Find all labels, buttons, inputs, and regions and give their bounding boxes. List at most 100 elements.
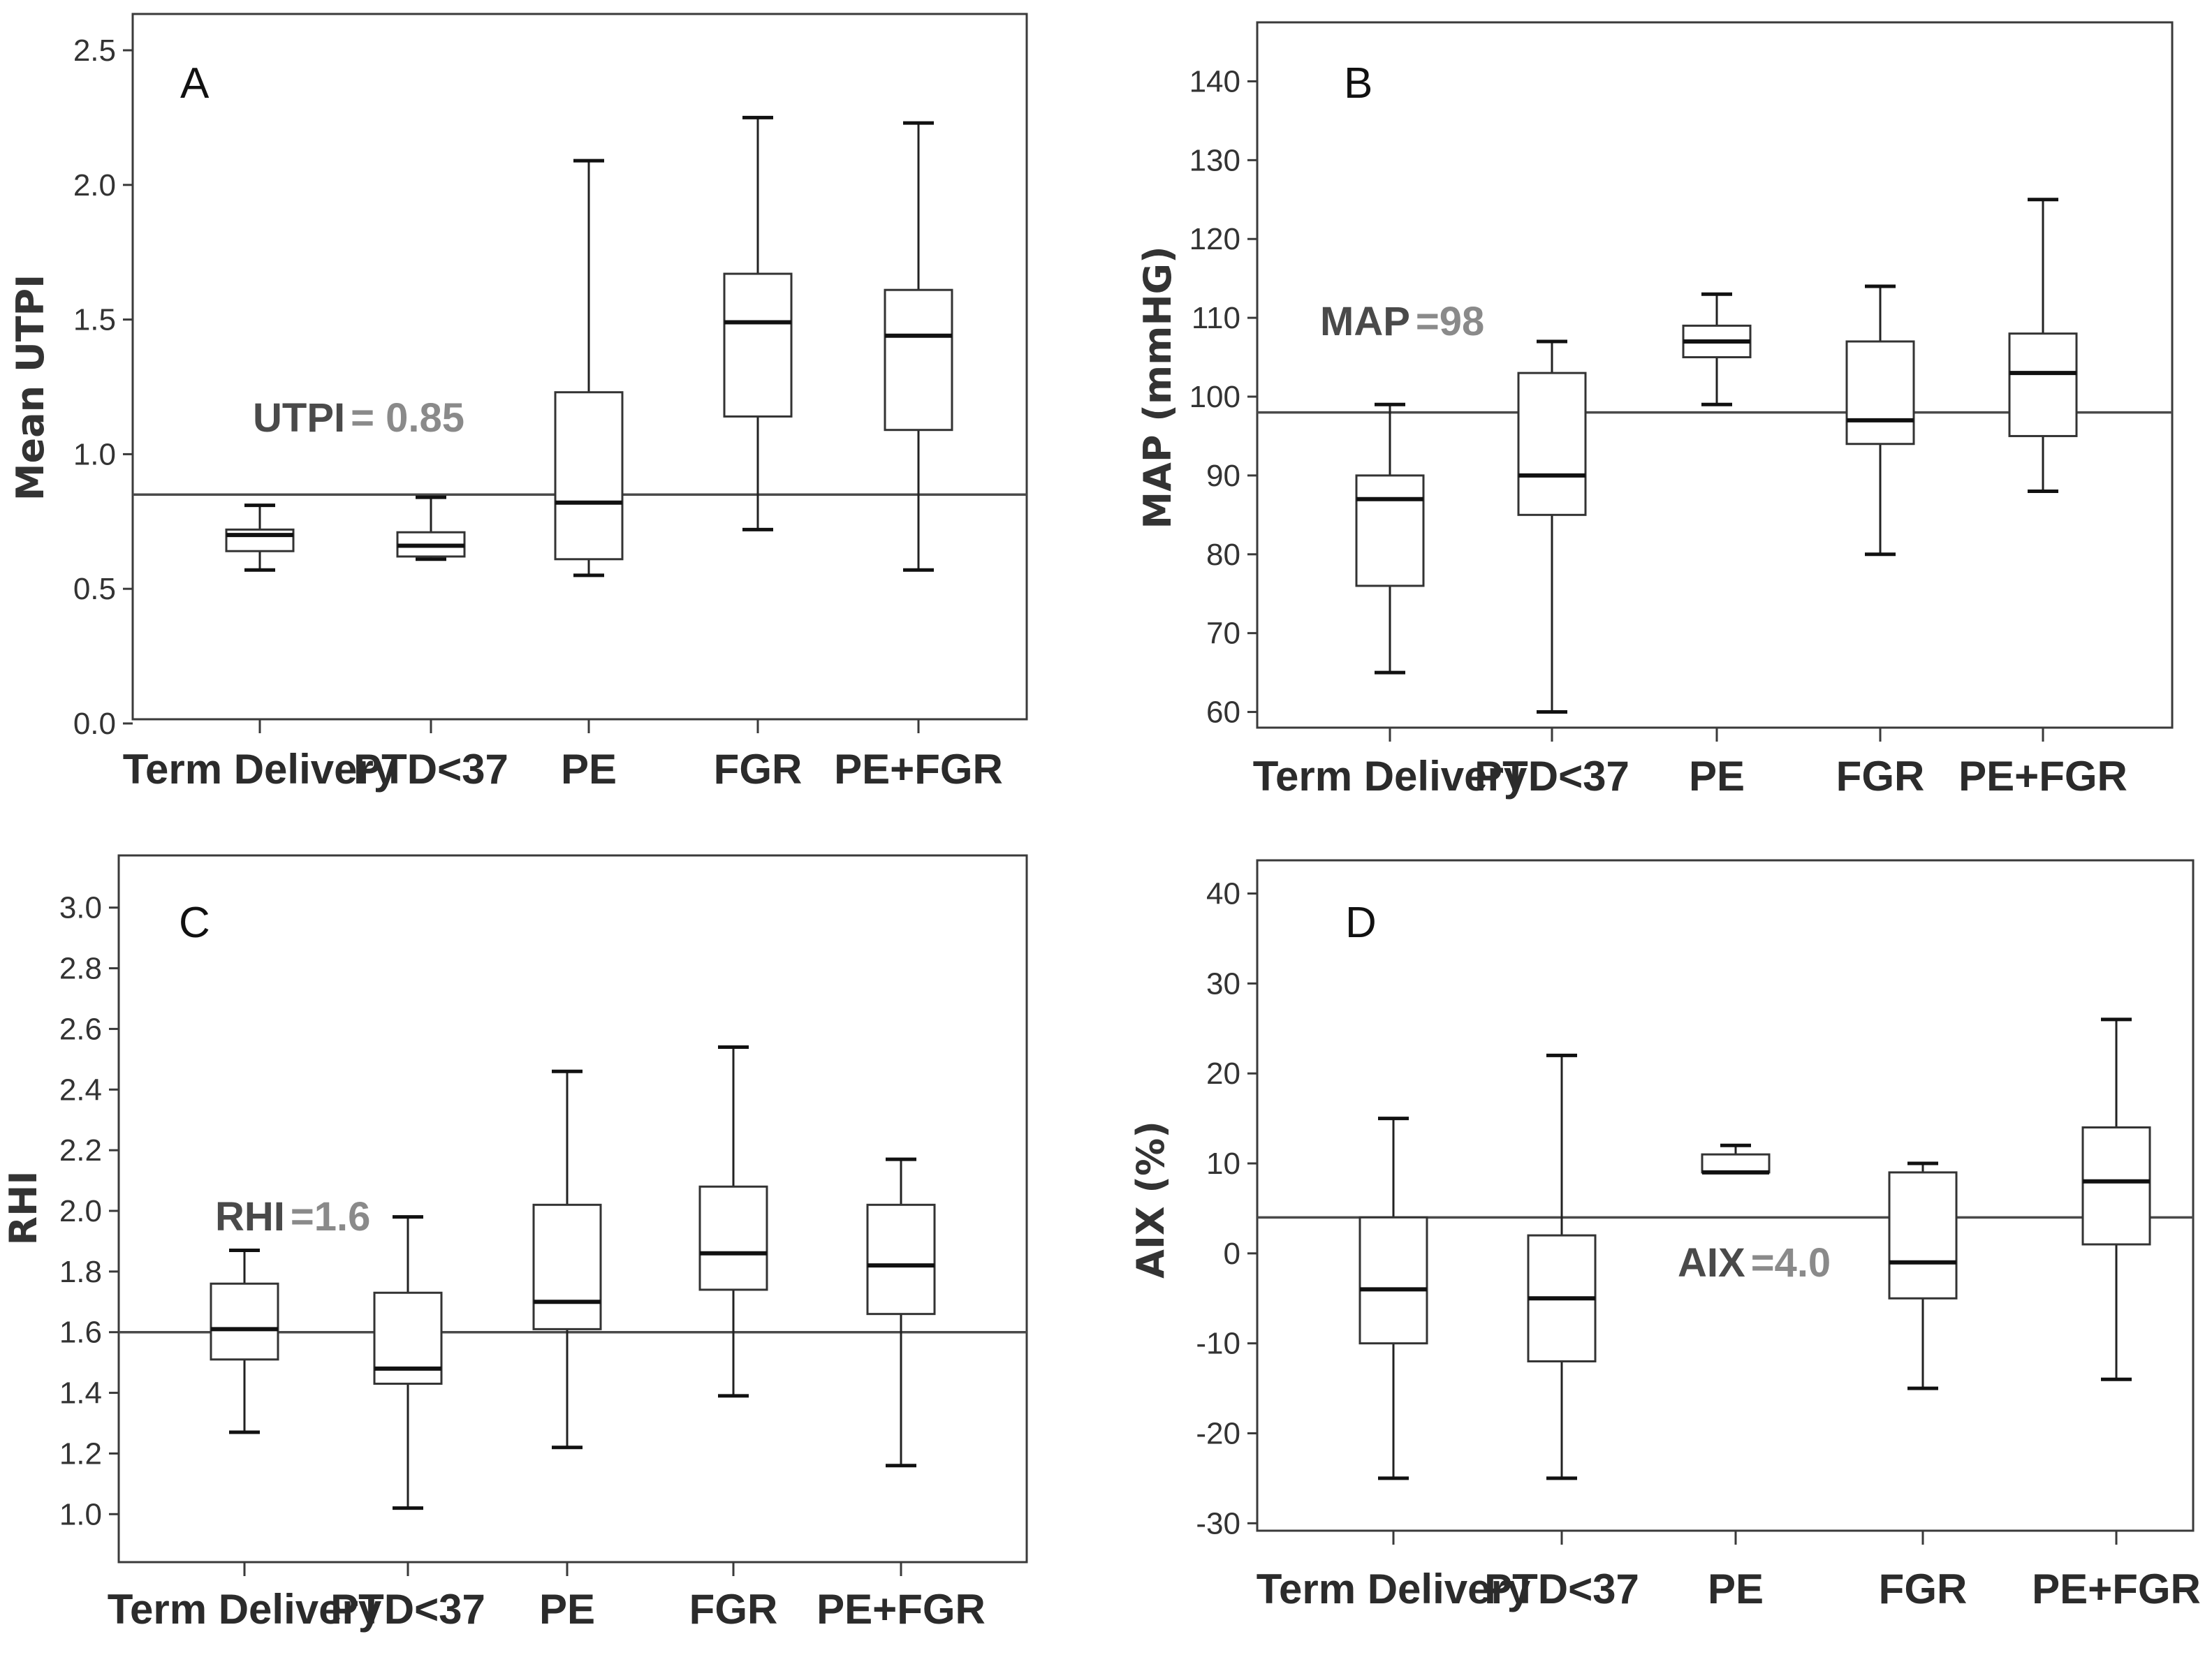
y-tick-label: -30 (1196, 1506, 1240, 1540)
y-tick-label: 140 (1189, 64, 1240, 98)
y-tick-label: 10 (1206, 1147, 1240, 1181)
box-term-delivery (1355, 402, 1425, 675)
y-axis-title: Mean UTPI (8, 274, 52, 501)
iqr-box (554, 391, 624, 561)
iqr-box (532, 1203, 602, 1330)
y-tick-label: 90 (1206, 459, 1240, 493)
category-label: PE+FGR (816, 1586, 986, 1633)
reference-annotation: AIX =4.0 (1678, 1240, 1831, 1286)
category-label: PE (539, 1586, 595, 1633)
iqr-box (866, 1203, 936, 1316)
panel-c: 1.0 1.2 1.4 1.6 1.8 2.0 2.2 2.4 2.6 2.8 3.0 Term De… (1, 854, 1028, 1633)
reference-label: MAP (1320, 299, 1410, 344)
y-tick-label: 70 (1206, 617, 1240, 651)
box-fgr (1845, 284, 1915, 557)
y-tick-label: 40 (1206, 877, 1240, 911)
reference-annotation: RHI =1.6 (215, 1194, 370, 1240)
iqr-box (723, 272, 793, 418)
box-fgr (723, 115, 793, 531)
y-tick-label: 3.0 (59, 891, 102, 925)
y-tick-label: 0 (1224, 1237, 1240, 1271)
category-label: Term Delivery (1253, 753, 1528, 800)
category-label: FGR (1836, 753, 1925, 800)
y-tick-label: 2.0 (73, 168, 116, 203)
y-tick-label: 0.5 (73, 572, 116, 606)
box-pe (532, 1069, 602, 1450)
y-tick-label: 120 (1189, 222, 1240, 256)
category-label: PE (1708, 1566, 1764, 1612)
y-tick-label: 1.2 (59, 1436, 102, 1471)
y-tick-label: 100 (1189, 380, 1240, 414)
iqr-box (2008, 332, 2078, 437)
reference-annotation: MAP =98 (1320, 299, 1484, 344)
reference-value: =4.0 (1751, 1240, 1831, 1286)
y-axis-title: RHI (1, 1171, 45, 1246)
plot-frame (1256, 859, 2195, 1532)
y-tick-label: 2.5 (73, 34, 116, 68)
iqr-box (210, 1282, 279, 1361)
reference-value: = 0.85 (351, 395, 464, 441)
y-axis-title: MAP (mmHG) (1136, 246, 1180, 529)
panel-letter: C (179, 899, 210, 947)
y-tick-label: 1.5 (73, 303, 116, 337)
box-ptd-37 (373, 1215, 443, 1510)
y-tick-label: 2.2 (59, 1133, 102, 1168)
y-tick-label: 1.6 (59, 1316, 102, 1350)
box-term-delivery (1358, 1117, 1428, 1480)
y-axis-title: AIX (%) (1129, 1121, 1173, 1279)
y-tick-label: 0.0 (73, 707, 116, 741)
box-ptd-37 (1517, 339, 1587, 714)
iqr-box (1358, 1216, 1428, 1345)
y-tick-label: -20 (1196, 1417, 1240, 1451)
category-label: FGR (714, 746, 803, 793)
category-label: Term Delivery (108, 1586, 382, 1633)
y-tick-label: 2.8 (59, 952, 102, 986)
plot-frame (117, 854, 1028, 1564)
box-term-delivery (225, 503, 295, 572)
reference-value: =98 (1416, 299, 1484, 344)
y-tick-label: 20 (1206, 1057, 1240, 1091)
category-label: PTD<37 (1484, 1566, 1639, 1612)
y-tick-label: 30 (1206, 966, 1240, 1001)
box-fgr (698, 1045, 768, 1398)
reference-label: RHI (215, 1194, 285, 1240)
iqr-box (698, 1185, 768, 1291)
box-pe-fgr (2008, 198, 2078, 493)
box-pe (554, 159, 624, 578)
y-tick-label: 80 (1206, 538, 1240, 572)
box-pe (1682, 292, 1752, 406)
y-tick-label: 1.0 (73, 437, 116, 471)
reference-label: AIX (1678, 1240, 1745, 1286)
box-pe-fgr (866, 1157, 936, 1468)
y-tick-label: -10 (1196, 1327, 1240, 1361)
reference-label: UTPI (253, 395, 345, 441)
category-label: FGR (1879, 1566, 1968, 1612)
panel-letter: B (1344, 59, 1372, 108)
box-pe (1701, 1143, 1771, 1175)
category-label: PTD<37 (1474, 753, 1629, 800)
iqr-box (1845, 340, 1915, 446)
category-label: Term Delivery (123, 746, 397, 793)
box-ptd-37 (396, 495, 466, 561)
category-label: PTD<37 (330, 1586, 485, 1633)
plot-frame (131, 13, 1028, 721)
iqr-box (1888, 1171, 1958, 1300)
y-tick-label: 1.4 (59, 1376, 102, 1411)
box-term-delivery (210, 1248, 279, 1434)
y-tick-label: 2.0 (59, 1194, 102, 1228)
panel-b: 60 70 80 90 100 110 120 130 140 Term DeliveryPTD<… (1136, 21, 2174, 800)
box-pe-fgr (884, 121, 953, 572)
panel-letter: A (180, 59, 210, 108)
y-tick-label: 130 (1189, 143, 1240, 177)
reference-annotation: UTPI = 0.85 (253, 395, 464, 441)
category-label: FGR (689, 1586, 778, 1633)
iqr-box (1355, 474, 1425, 587)
category-label: PE (1689, 753, 1745, 800)
box-fgr (1888, 1161, 1958, 1390)
box-ptd-37 (1527, 1053, 1597, 1480)
box-pe-fgr (2081, 1017, 2151, 1381)
panel-letter: D (1345, 899, 1377, 947)
category-label: PTD<37 (353, 746, 508, 793)
y-tick-label: 60 (1206, 696, 1240, 730)
